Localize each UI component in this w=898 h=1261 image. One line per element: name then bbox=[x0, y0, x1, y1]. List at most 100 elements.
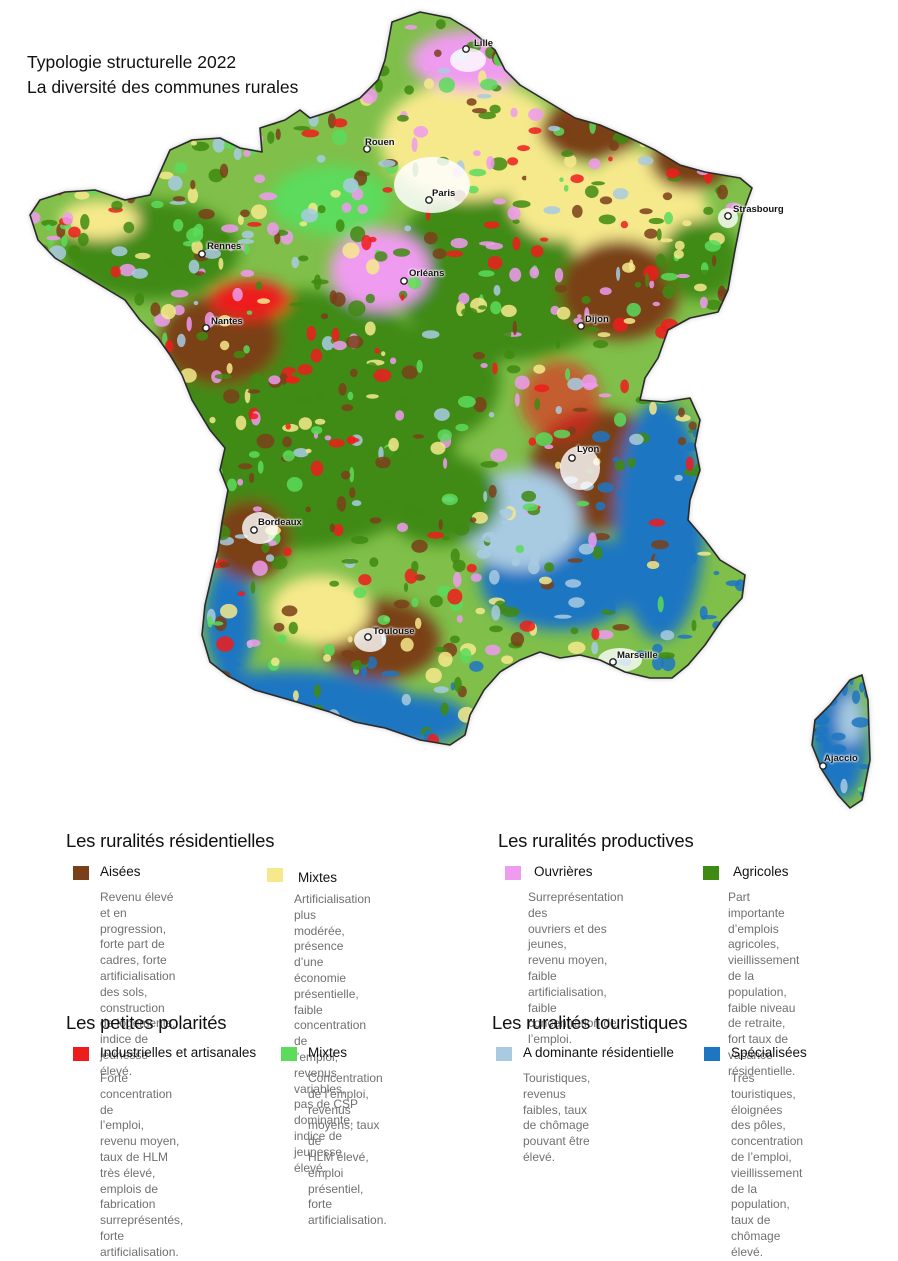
commune-patch bbox=[132, 131, 149, 147]
commune-patch bbox=[139, 102, 157, 115]
commune-patch bbox=[794, 270, 806, 281]
commune-patch bbox=[299, 221, 308, 227]
commune-patch bbox=[677, 437, 687, 446]
commune-patch bbox=[232, 287, 243, 302]
commune-patch bbox=[199, 527, 217, 543]
commune-patch bbox=[30, 519, 36, 535]
commune-patch bbox=[684, 705, 691, 711]
commune-patch bbox=[745, 349, 754, 356]
commune-patch bbox=[501, 304, 517, 317]
commune-patch bbox=[317, 391, 323, 401]
commune-patch bbox=[48, 789, 64, 801]
commune-patch bbox=[695, 148, 703, 154]
commune-patch bbox=[41, 219, 58, 227]
commune-patch bbox=[346, 437, 360, 443]
commune-patch bbox=[567, 377, 584, 391]
commune-patch bbox=[347, 391, 354, 401]
commune-patch bbox=[752, 521, 760, 534]
commune-patch bbox=[77, 786, 88, 800]
commune-patch bbox=[473, 397, 487, 413]
commune-patch bbox=[522, 503, 539, 511]
commune-patch bbox=[668, 94, 681, 107]
legend-swatch-mixtes-polarites bbox=[281, 1047, 297, 1061]
commune-patch bbox=[105, 135, 122, 144]
commune-patch bbox=[787, 586, 795, 597]
commune-patch bbox=[375, 78, 383, 93]
commune-patch bbox=[591, 627, 600, 641]
commune-patch bbox=[516, 675, 530, 686]
commune-patch bbox=[510, 107, 518, 118]
commune-patch bbox=[747, 368, 758, 380]
commune-patch bbox=[317, 205, 326, 214]
commune-patch bbox=[241, 230, 254, 239]
commune-patch bbox=[42, 278, 58, 285]
commune-patch bbox=[169, 129, 181, 137]
commune-patch bbox=[285, 423, 291, 430]
commune-patch bbox=[212, 137, 225, 153]
commune-patch bbox=[466, 98, 477, 106]
commune-patch bbox=[102, 573, 120, 589]
commune-patch bbox=[198, 208, 215, 220]
commune-patch bbox=[188, 708, 195, 714]
commune-patch bbox=[564, 44, 571, 55]
commune-patch bbox=[438, 519, 443, 531]
commune-patch bbox=[848, 646, 860, 653]
commune-patch bbox=[826, 397, 835, 406]
commune-patch bbox=[450, 238, 468, 249]
commune-patch bbox=[737, 555, 755, 570]
commune-patch bbox=[735, 93, 746, 106]
commune-patch bbox=[626, 34, 632, 47]
commune-patch bbox=[592, 710, 603, 719]
commune-patch bbox=[66, 701, 84, 706]
commune-patch bbox=[110, 266, 121, 278]
commune-patch bbox=[425, 763, 432, 769]
legend-desc-tour-residentielle: Touristiques, revenus faibles, taux de c… bbox=[523, 1071, 591, 1164]
commune-patch bbox=[567, 558, 583, 563]
commune-patch bbox=[478, 305, 487, 310]
commune-patch bbox=[708, 758, 726, 769]
legend-title-polarites: Les petites polarités bbox=[66, 1012, 227, 1033]
commune-patch bbox=[173, 305, 185, 316]
commune-patch bbox=[612, 188, 629, 200]
commune-patch bbox=[466, 563, 477, 573]
commune-patch bbox=[485, 644, 501, 656]
commune-patch bbox=[47, 763, 62, 773]
commune-patch bbox=[609, 722, 617, 727]
commune-patch bbox=[779, 147, 792, 158]
commune-patch bbox=[705, 299, 722, 310]
commune-patch bbox=[259, 192, 277, 201]
commune-patch bbox=[779, 327, 788, 335]
commune-patch bbox=[115, 306, 123, 318]
commune-patch bbox=[369, 557, 379, 567]
commune-patch bbox=[313, 79, 324, 84]
commune-patch bbox=[94, 752, 101, 768]
commune-patch bbox=[789, 623, 802, 631]
commune-patch bbox=[377, 615, 391, 625]
commune-patch bbox=[47, 761, 64, 776]
commune-patch bbox=[515, 719, 533, 730]
commune-patch bbox=[567, 641, 586, 654]
commune-patch bbox=[528, 108, 544, 121]
legend-label-mixtes-residentielles: Mixtes bbox=[298, 870, 338, 885]
commune-patch bbox=[812, 186, 823, 191]
commune-patch bbox=[400, 449, 414, 460]
commune-patch bbox=[84, 28, 101, 39]
commune-patch bbox=[341, 470, 351, 480]
commune-patch bbox=[581, 374, 597, 391]
commune-patch bbox=[737, 22, 744, 29]
commune-patch bbox=[834, 509, 849, 515]
commune-patch bbox=[351, 12, 361, 28]
commune-patch bbox=[246, 310, 253, 315]
city-label-dijon: Dijon bbox=[585, 314, 609, 325]
commune-patch bbox=[83, 601, 98, 614]
commune-patch bbox=[635, 683, 643, 697]
commune-patch bbox=[366, 448, 377, 458]
commune-patch bbox=[485, 242, 503, 250]
commune-patch bbox=[61, 749, 73, 762]
commune-patch bbox=[851, 690, 861, 704]
commune-patch bbox=[599, 196, 613, 205]
commune-patch bbox=[480, 461, 499, 468]
commune-patch bbox=[796, 252, 810, 264]
legend-title-productives: Les ruralités productives bbox=[498, 830, 694, 851]
commune-patch bbox=[349, 467, 355, 483]
